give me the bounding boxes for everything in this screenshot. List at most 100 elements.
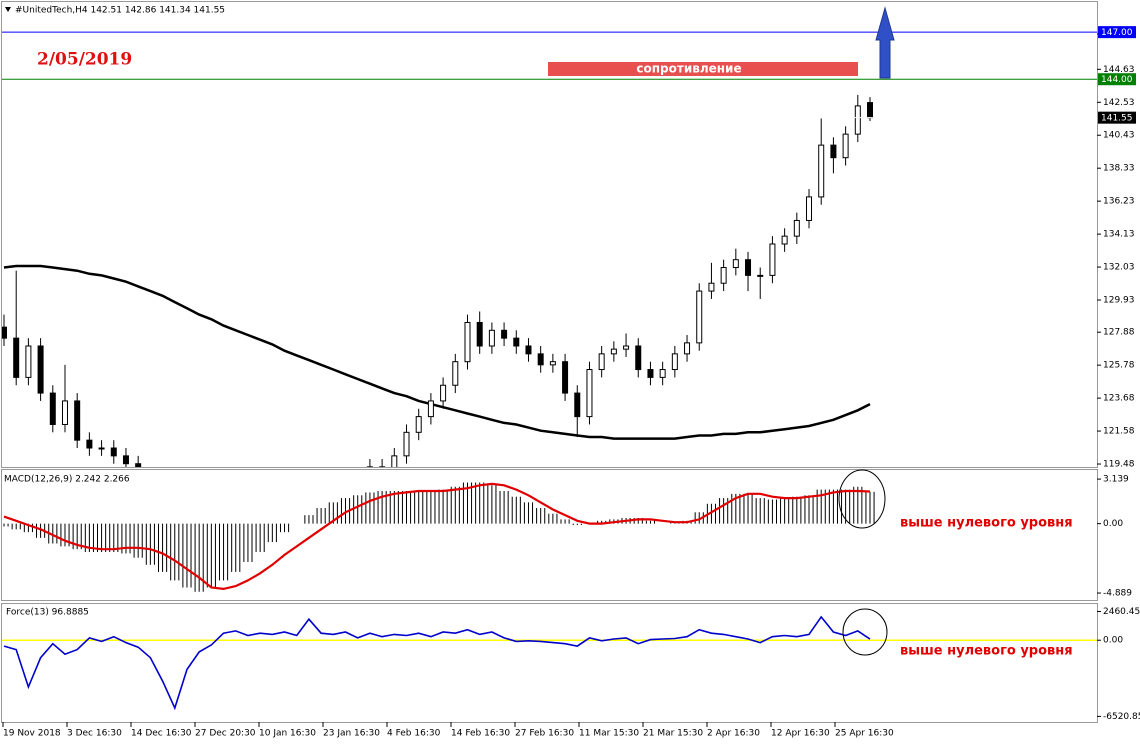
- y-tick-label: 132.03: [1103, 263, 1135, 273]
- x-tick-label: 11 Mar 15:30: [579, 729, 639, 739]
- y-tick-label: 121.58: [1103, 427, 1135, 437]
- candle-body: [757, 274, 764, 277]
- candle-body: [769, 243, 776, 276]
- y-tick-label: 0.00: [1103, 519, 1123, 529]
- resistance-box: [548, 62, 858, 76]
- candle-body: [391, 455, 398, 467]
- y-tick-label: 2460.456: [1103, 607, 1140, 617]
- candle-body: [818, 144, 825, 198]
- level-label-box: [1098, 111, 1136, 124]
- force-circle: [842, 608, 888, 656]
- candle-body: [2, 326, 7, 339]
- y-tick-label: 142.53: [1103, 98, 1135, 108]
- x-tick-label: 4 Feb 16:30: [387, 729, 441, 739]
- x-tick-label: 3 Dec 16:30: [67, 729, 122, 739]
- x-tick-label: 23 Jan 16:30: [323, 729, 380, 739]
- candle-body: [732, 259, 739, 269]
- level-label-box: [1098, 26, 1136, 39]
- x-tick-label: 14 Dec 16:30: [131, 729, 192, 739]
- candle-body: [464, 321, 471, 363]
- chart-title: #UnitedTech,H4 142.51 142.86 141.34 141.…: [15, 6, 225, 16]
- date-note: 2/05/2019: [37, 50, 132, 70]
- candle-body: [549, 361, 556, 366]
- level-label: 144.00: [1101, 75, 1133, 85]
- macd-plot: [3, 482, 875, 592]
- candle-body: [13, 337, 20, 378]
- candle-body: [793, 219, 800, 237]
- y-tick-label: 138.33: [1103, 164, 1135, 174]
- candle-body: [781, 235, 788, 245]
- y-tick-label: 3.139: [1103, 475, 1129, 485]
- candle-body: [745, 259, 752, 276]
- candle-body: [684, 342, 691, 355]
- candle-body: [488, 329, 495, 347]
- y-tick-label: 144.63: [1103, 65, 1135, 75]
- y-tick-label: -6520.857: [1103, 712, 1140, 722]
- x-tick-label: 19 Nov 2018: [3, 729, 61, 739]
- force-title: Force(13) 96.8885: [6, 608, 89, 618]
- candle-body: [562, 361, 569, 394]
- candle-body: [696, 290, 703, 344]
- candle-body: [122, 455, 129, 465]
- x-tick-label: 2 Apr 16:30: [707, 729, 760, 739]
- candle-body: [598, 353, 605, 371]
- candle-body: [537, 353, 544, 366]
- candle-body: [525, 345, 532, 355]
- candle-body: [440, 384, 447, 402]
- x-tick-label: 14 Feb 16:30: [451, 729, 510, 739]
- candle-body: [98, 447, 105, 450]
- y-tick-label: 125.78: [1103, 361, 1135, 371]
- candle-body: [867, 102, 873, 119]
- candle-body: [635, 345, 642, 371]
- y-tick-label: 123.68: [1103, 394, 1135, 404]
- y-tick-label: 127.88: [1103, 328, 1135, 338]
- symbol-icon: [5, 7, 11, 12]
- candle-body: [403, 431, 410, 457]
- x-tick-label: 27 Feb 16:30: [515, 729, 574, 739]
- x-tick-label: 25 Apr 16:30: [835, 729, 894, 739]
- signal-line: [3, 482, 871, 591]
- candle-body: [671, 353, 678, 371]
- candle-body: [708, 282, 715, 292]
- macd-note: выше нулевого уровня: [900, 516, 1073, 531]
- candle-body: [415, 416, 422, 433]
- axes: 146.88144.63142.53140.43138.33136.23134.…: [2, 26, 1140, 739]
- level-label: 147.00: [1101, 28, 1133, 38]
- candle-body: [830, 144, 837, 159]
- y-tick-label: 140.43: [1103, 131, 1135, 141]
- macd-panel: [1, 469, 1098, 601]
- macd-title: MACD(12,26,9) 2.242 2.266: [4, 475, 130, 485]
- candle-body: [659, 369, 666, 378]
- y-tick-label: 0.00: [1103, 636, 1123, 646]
- y-tick-label: 134.13: [1103, 230, 1135, 240]
- candle-body: [366, 466, 373, 467]
- candle-body: [476, 321, 483, 347]
- x-tick-label: 10 Jan 16:30: [259, 729, 316, 739]
- candle-body: [86, 439, 93, 449]
- candle-body: [37, 345, 44, 394]
- y-tick-label: -4.889: [1103, 589, 1132, 599]
- candle-body: [427, 400, 434, 418]
- force-line: [3, 615, 871, 711]
- candle-body: [452, 361, 459, 386]
- candle-body: [806, 196, 813, 221]
- macd-circle: [838, 469, 886, 529]
- candle-body: [574, 392, 581, 418]
- candle-body: [501, 329, 508, 339]
- candle-body: [854, 105, 861, 135]
- resistance-label: сопротивление: [636, 62, 741, 76]
- candle-body: [135, 463, 142, 467]
- candle-body: [623, 345, 630, 350]
- candle-body: [49, 392, 56, 425]
- candle-body: [647, 369, 654, 378]
- candle-body: [110, 447, 117, 457]
- y-tick-label: 119.48: [1103, 460, 1135, 470]
- force-note: выше нулевого уровня: [900, 644, 1073, 659]
- candle-body: [61, 400, 68, 425]
- force-plot: [2, 615, 1097, 711]
- level-label: 141.55: [1101, 114, 1133, 124]
- candle-body: [720, 267, 727, 284]
- candle-body: [25, 345, 32, 378]
- x-tick-label: 27 Dec 20:30: [195, 729, 256, 739]
